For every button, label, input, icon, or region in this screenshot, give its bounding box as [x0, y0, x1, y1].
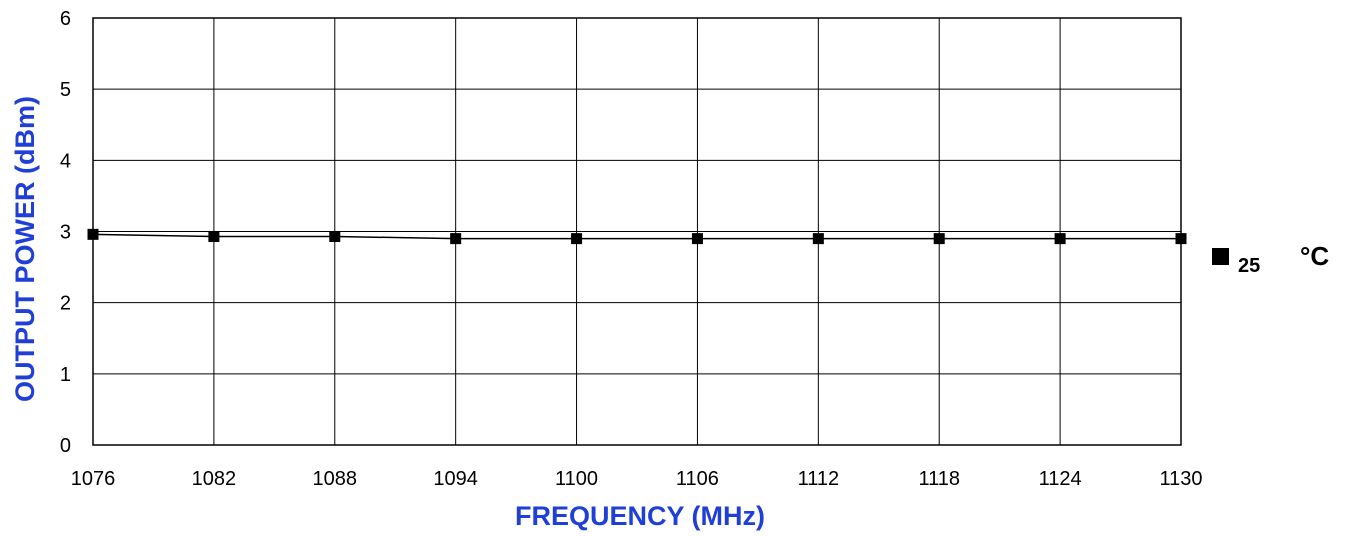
- grid-lines: [92, 17, 1182, 446]
- y-tick-label: 1: [60, 364, 71, 386]
- data-point-marker: [812, 233, 824, 245]
- x-tick-labels: 1076 1082 1088 1094 1100 1106 1112 1118 1124 1130: [71, 468, 1203, 490]
- data-point-marker: [933, 233, 945, 245]
- x-tick-label: 1082: [192, 468, 237, 490]
- x-axis-title: FREQUENCY (MHz): [515, 501, 765, 531]
- x-tick-label: 1118: [918, 468, 960, 490]
- legend-series-label: 25: [1238, 255, 1260, 277]
- data-point-marker: [87, 228, 99, 240]
- legend: 25 °C: [1212, 241, 1329, 277]
- x-tick-label: 1076: [71, 468, 116, 490]
- y-tick-label: 4: [60, 150, 71, 172]
- data-point-marker: [571, 233, 583, 245]
- legend-series-unit: °C: [1300, 241, 1329, 271]
- x-tick-label: 1088: [313, 468, 358, 490]
- data-point-marker: [208, 230, 220, 242]
- y-tick-labels: 0 1 2 3 4 5 6: [60, 8, 71, 457]
- data-point-marker: [1054, 233, 1066, 245]
- series-line: [92, 233, 1181, 240]
- x-tick-label: 1130: [1159, 468, 1202, 490]
- x-tick-label: 1094: [433, 468, 478, 490]
- x-tick-label: 1124: [1039, 468, 1082, 490]
- series-layer: [87, 228, 1187, 245]
- y-tick-label: 2: [60, 293, 71, 315]
- x-tick-label: 1106: [676, 468, 719, 490]
- legend-marker-square: [1212, 248, 1229, 265]
- y-tick-label: 0: [60, 435, 71, 457]
- data-point-marker: [450, 233, 462, 245]
- y-axis-title: OUTPUT POWER (dBm): [10, 96, 40, 402]
- data-point-marker: [1175, 233, 1187, 245]
- x-tick-label: 1112: [798, 468, 840, 490]
- y-tick-label: 5: [60, 79, 71, 101]
- y-tick-label: 6: [60, 8, 71, 30]
- y-tick-label: 3: [60, 222, 71, 244]
- data-point-marker: [691, 233, 703, 245]
- data-point-marker: [329, 230, 341, 242]
- x-tick-label: 1100: [555, 468, 598, 490]
